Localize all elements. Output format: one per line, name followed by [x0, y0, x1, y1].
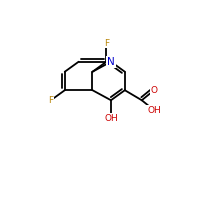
Text: F: F [104, 39, 109, 48]
Text: F: F [48, 96, 53, 105]
Text: O: O [151, 86, 158, 95]
Text: OH: OH [147, 106, 161, 115]
Text: OH: OH [104, 114, 118, 123]
Text: N: N [107, 57, 115, 67]
